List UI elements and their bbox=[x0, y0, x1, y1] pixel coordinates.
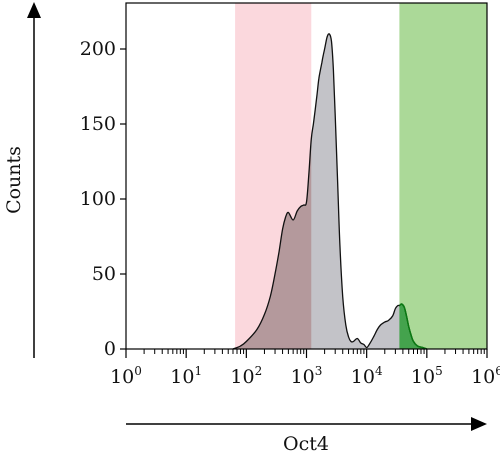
x-tick-label: 106 bbox=[471, 364, 500, 388]
gate-region-green bbox=[399, 3, 487, 349]
x-tick-label: 103 bbox=[291, 364, 323, 388]
y-tick-label: 100 bbox=[80, 188, 116, 210]
y-axis-arrow bbox=[27, 2, 41, 358]
y-axis-title: Counts bbox=[3, 146, 25, 214]
y-tick-label: 0 bbox=[104, 338, 116, 360]
x-tick-label: 101 bbox=[170, 364, 202, 388]
histogram-fill-gated-pink bbox=[235, 139, 312, 349]
y-axis-ticks: 0 50 100 150 200 bbox=[80, 38, 126, 360]
y-tick-label: 50 bbox=[92, 263, 116, 285]
x-axis-arrow bbox=[126, 417, 487, 431]
y-tick-label: 200 bbox=[80, 38, 116, 60]
x-tick-label: 100 bbox=[110, 364, 142, 388]
x-tick-label: 102 bbox=[230, 364, 262, 388]
x-tick-label: 104 bbox=[351, 364, 383, 388]
histogram-outline bbox=[232, 33, 427, 350]
x-tick-label: 105 bbox=[411, 364, 443, 388]
x-axis-ticks: 100 101 102 103 104 105 106 bbox=[110, 349, 500, 388]
x-axis-title: Oct4 bbox=[283, 433, 329, 455]
y-tick-label: 150 bbox=[80, 113, 116, 135]
